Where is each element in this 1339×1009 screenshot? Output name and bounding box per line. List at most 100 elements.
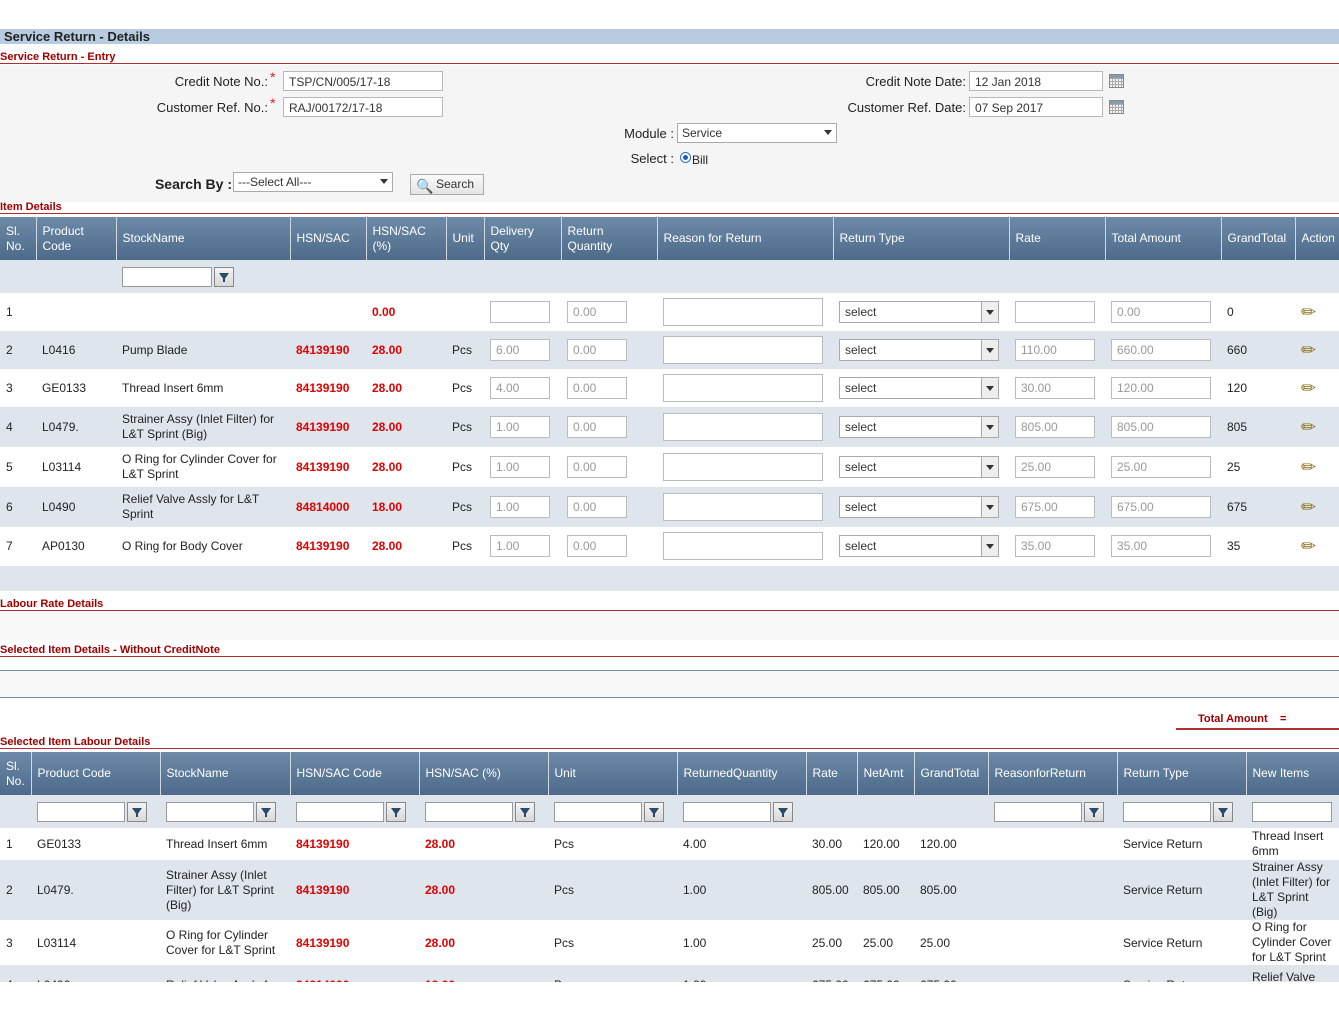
delivery-qty-input[interactable]: 1.00 xyxy=(490,456,550,478)
delivery-qty-input[interactable]: 6.00 xyxy=(490,339,550,361)
filter-icon[interactable] xyxy=(1213,801,1233,822)
credit-note-no-input[interactable]: TSP/CN/005/17-18 xyxy=(283,71,443,91)
delivery-qty-input[interactable]: 1.00 xyxy=(490,535,550,557)
col-header-stockname[interactable]: StockName xyxy=(160,752,291,795)
col-header-total-amount[interactable]: Total Amount xyxy=(1105,217,1222,260)
customer-ref-date-input[interactable]: 07 Sep 2017 xyxy=(969,97,1103,117)
calendar-icon[interactable] xyxy=(1109,100,1124,114)
filter-input[interactable] xyxy=(37,801,125,822)
col-header-grandtotal[interactable]: GrandTotal xyxy=(914,752,989,795)
return-qty-input[interactable]: 0.00 xyxy=(567,339,627,361)
col-header-product-code[interactable]: Product Code xyxy=(36,217,117,260)
filter-input[interactable] xyxy=(166,801,254,822)
filter-input[interactable] xyxy=(994,801,1082,822)
reason-input[interactable] xyxy=(663,453,823,481)
col-header-return-type[interactable]: Return Type xyxy=(833,217,1010,260)
pencil-edit-icon[interactable]: ✏ xyxy=(1301,535,1317,556)
return-qty-input[interactable]: 0.00 xyxy=(567,301,627,323)
col-header-return-type[interactable]: Return Type xyxy=(1117,752,1247,795)
col-header-new-items[interactable]: New Items xyxy=(1246,752,1339,795)
pencil-edit-icon[interactable]: ✏ xyxy=(1301,301,1317,322)
module-select[interactable]: Service xyxy=(677,123,837,143)
col-header-action[interactable]: Action xyxy=(1295,217,1339,260)
filter-icon[interactable] xyxy=(256,801,276,822)
col-header-return-quantity[interactable]: Return Quantity xyxy=(561,217,658,260)
filter-icon[interactable] xyxy=(386,801,406,822)
col-header-product-code[interactable]: Product Code xyxy=(31,752,161,795)
bill-radio[interactable] xyxy=(680,152,691,163)
return-type-select[interactable]: select xyxy=(839,377,999,399)
customer-ref-no-input[interactable]: RAJ/00172/17-18 xyxy=(283,97,443,117)
col-header-reasonforreturn[interactable]: ReasonforReturn xyxy=(988,752,1118,795)
col-header-reason-for-return[interactable]: Reason for Return xyxy=(657,217,834,260)
reason-input[interactable] xyxy=(663,298,823,326)
total-amount-input[interactable]: 25.00 xyxy=(1111,456,1211,478)
rate-input[interactable] xyxy=(1015,301,1095,323)
pencil-edit-icon[interactable]: ✏ xyxy=(1301,377,1317,398)
filter-input[interactable] xyxy=(1252,801,1332,822)
pencil-edit-icon[interactable]: ✏ xyxy=(1301,339,1317,360)
filter-icon[interactable] xyxy=(127,801,147,822)
total-amount-input[interactable]: 120.00 xyxy=(1111,377,1211,399)
search-button[interactable]: 🔍 Search xyxy=(410,174,484,195)
col-header-hsn-sac-code[interactable]: HSN/SAC Code xyxy=(290,752,420,795)
col-header-sl-no[interactable]: Sl. No. xyxy=(0,752,32,795)
search-by-select[interactable]: ---Select All--- xyxy=(233,172,393,192)
col-header-rate[interactable]: Rate xyxy=(1009,217,1106,260)
col-header-netamt[interactable]: NetAmt xyxy=(857,752,915,795)
delivery-qty-input[interactable]: 1.00 xyxy=(490,416,550,438)
filter-icon[interactable] xyxy=(214,266,234,287)
filter-icon[interactable] xyxy=(515,801,535,822)
filter-icon[interactable] xyxy=(644,801,664,822)
col-header-delivery-qty[interactable]: Delivery Qty xyxy=(484,217,562,260)
reason-input[interactable] xyxy=(663,336,823,364)
rate-input[interactable]: 805.00 xyxy=(1015,416,1095,438)
total-amount-input[interactable]: 660.00 xyxy=(1111,339,1211,361)
col-header-unit[interactable]: Unit xyxy=(446,217,485,260)
col-header-stockname[interactable]: StockName xyxy=(116,217,291,260)
delivery-qty-input[interactable]: 1.00 xyxy=(490,496,550,518)
return-qty-input[interactable]: 0.00 xyxy=(567,416,627,438)
return-type-select[interactable]: select xyxy=(839,339,999,361)
return-qty-input[interactable]: 0.00 xyxy=(567,535,627,557)
rate-input[interactable]: 35.00 xyxy=(1015,535,1095,557)
filter-input[interactable] xyxy=(296,801,384,822)
calendar-icon[interactable] xyxy=(1109,74,1124,88)
total-amount-input[interactable]: 675.00 xyxy=(1111,496,1211,518)
filter-input[interactable] xyxy=(683,801,771,822)
return-type-select[interactable]: select xyxy=(839,496,999,518)
rate-input[interactable]: 675.00 xyxy=(1015,496,1095,518)
filter-icon[interactable] xyxy=(1084,801,1104,822)
reason-input[interactable] xyxy=(663,532,823,560)
rate-input[interactable]: 30.00 xyxy=(1015,377,1095,399)
total-amount-input[interactable]: 35.00 xyxy=(1111,535,1211,557)
reason-input[interactable] xyxy=(663,413,823,441)
filter-icon[interactable] xyxy=(773,801,793,822)
pencil-edit-icon[interactable]: ✏ xyxy=(1301,496,1317,517)
filter-input[interactable] xyxy=(425,801,513,822)
return-type-select[interactable]: select xyxy=(839,416,999,438)
col-header-hsn-sac[interactable]: HSN/SAC (%) xyxy=(366,217,447,260)
return-qty-input[interactable]: 0.00 xyxy=(567,496,627,518)
total-amount-input[interactable]: 0.00 xyxy=(1111,301,1211,323)
col-header-sl-no[interactable]: Sl. No. xyxy=(0,217,37,260)
reason-input[interactable] xyxy=(663,374,823,402)
delivery-qty-input[interactable] xyxy=(490,301,550,323)
filter-input[interactable] xyxy=(554,801,642,822)
rate-input[interactable]: 25.00 xyxy=(1015,456,1095,478)
return-qty-input[interactable]: 0.00 xyxy=(567,456,627,478)
pencil-edit-icon[interactable]: ✏ xyxy=(1301,456,1317,477)
col-header-grandtotal[interactable]: GrandTotal xyxy=(1221,217,1296,260)
stockname-filter-input[interactable] xyxy=(122,266,212,287)
col-header-rate[interactable]: Rate xyxy=(806,752,858,795)
return-type-select[interactable]: select xyxy=(839,456,999,478)
col-header-unit[interactable]: Unit xyxy=(548,752,678,795)
col-header-hsn-sac[interactable]: HSN/SAC xyxy=(290,217,367,260)
rate-input[interactable]: 110.00 xyxy=(1015,339,1095,361)
return-type-select[interactable]: select xyxy=(839,535,999,557)
pencil-edit-icon[interactable]: ✏ xyxy=(1301,416,1317,437)
return-qty-input[interactable]: 0.00 xyxy=(567,377,627,399)
return-type-select[interactable]: select xyxy=(839,301,999,323)
col-header-hsn-sac[interactable]: HSN/SAC (%) xyxy=(419,752,549,795)
col-header-returnedquantity[interactable]: ReturnedQuantity xyxy=(677,752,807,795)
